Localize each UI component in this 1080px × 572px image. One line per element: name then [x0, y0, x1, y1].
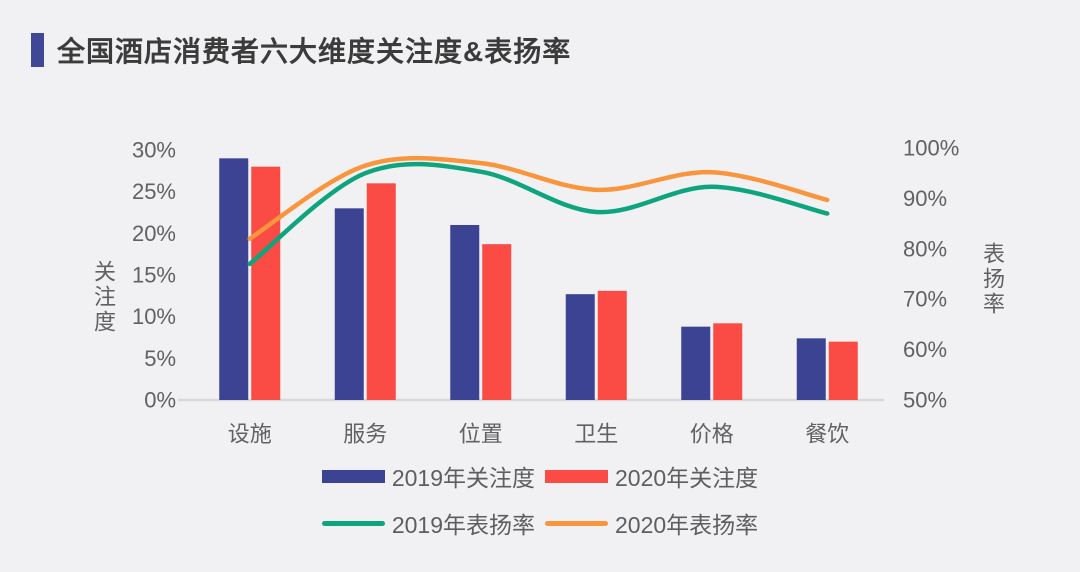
right-axis-tick: 100% — [903, 136, 959, 161]
right-axis-tick: 80% — [903, 236, 947, 261]
bar-series0-cat1 — [334, 208, 364, 400]
category-label: 卫生 — [574, 422, 618, 447]
title-accent-bar — [31, 33, 44, 67]
bar-series1-cat3 — [597, 290, 627, 400]
category-label: 服务 — [343, 422, 387, 447]
bar-swatch-icon — [321, 469, 385, 483]
bar-series0-cat0 — [219, 158, 249, 400]
bar-swatch-icon — [545, 469, 608, 483]
legend-item-2020-attention: 2020年关注度 — [545, 459, 758, 493]
category-label: 价格 — [690, 422, 734, 447]
bar-series1-cat5 — [828, 341, 858, 400]
chart-legend: 2019年关注度 2020年关注度 2019年表扬率 2020年表扬率 — [0, 459, 1080, 540]
left-axis-tick: 20% — [132, 221, 176, 246]
category-label: 设施 — [228, 422, 272, 447]
right-axis-tick: 90% — [903, 186, 947, 211]
right-axis-tick: 50% — [903, 388, 947, 413]
legend-item-2020-praise: 2020年表扬率 — [545, 506, 758, 540]
bar-series1-cat4 — [713, 323, 743, 400]
left-axis-tick: 5% — [144, 346, 176, 371]
chart-header: 全国酒店消费者六大维度关注度&表扬率 — [31, 30, 571, 70]
bar-series0-cat5 — [796, 338, 826, 400]
bar-series0-cat4 — [681, 326, 711, 400]
bar-series0-cat3 — [565, 294, 595, 400]
bar-series1-cat0 — [251, 166, 281, 400]
line-series1 — [247, 155, 830, 241]
legend-row-lines: 2019年表扬率 2020年表扬率 — [321, 506, 758, 540]
right-axis-tick: 60% — [903, 337, 947, 362]
legend-label: 2020年表扬率 — [615, 512, 759, 538]
page-title: 全国酒店消费者六大维度关注度&表扬率 — [57, 36, 572, 67]
line-series0 — [247, 161, 830, 267]
legend-item-2019-attention: 2019年关注度 — [321, 459, 535, 493]
bar-series1-cat1 — [366, 183, 396, 400]
legend-row-bars: 2019年关注度 2020年关注度 — [321, 459, 758, 493]
legend-label: 2019年表扬率 — [391, 512, 535, 538]
legend-label: 2019年关注度 — [391, 465, 535, 491]
legend-label: 2020年关注度 — [615, 465, 759, 491]
right-axis-title: 表扬率 — [980, 242, 1005, 317]
left-axis-tick: 0% — [144, 388, 176, 413]
line-swatch-icon — [545, 520, 608, 526]
left-axis-title: 关注度 — [91, 260, 116, 335]
line-swatch-icon — [321, 520, 385, 526]
right-axis-tick: 70% — [903, 287, 947, 312]
category-label: 餐饮 — [805, 422, 849, 447]
legend-item-2019-praise: 2019年表扬率 — [321, 506, 535, 540]
left-axis-tick: 25% — [132, 179, 176, 204]
left-axis-tick: 15% — [132, 263, 176, 288]
left-axis-tick: 10% — [132, 304, 176, 329]
bar-series0-cat2 — [450, 225, 480, 400]
category-label: 位置 — [459, 422, 503, 447]
bar-series1-cat2 — [482, 244, 512, 400]
left-axis-tick: 30% — [132, 138, 176, 163]
